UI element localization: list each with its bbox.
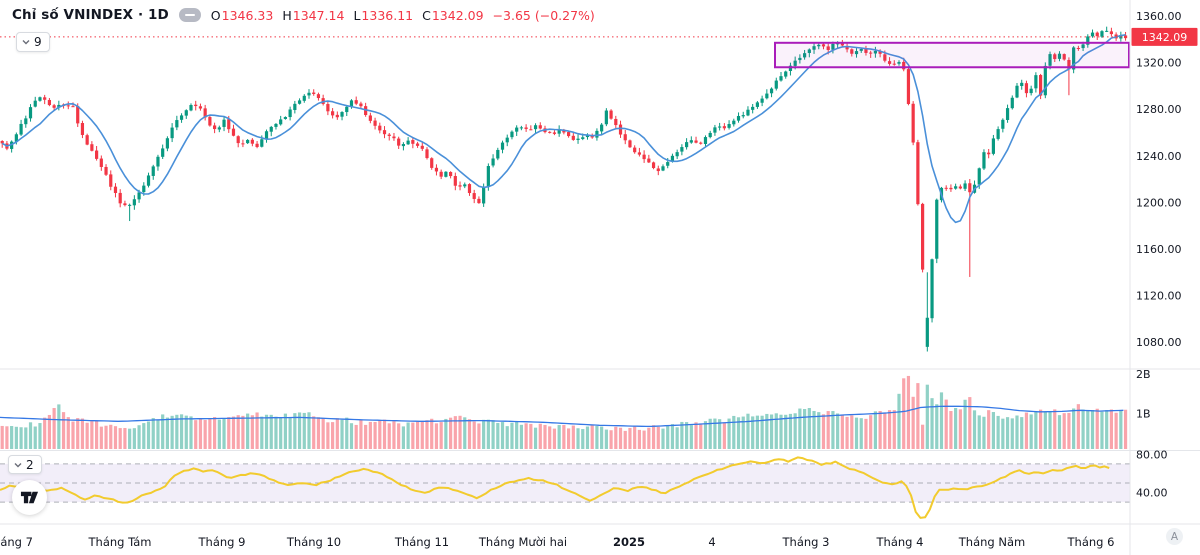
svg-text:Tháng 10: Tháng 10: [286, 535, 341, 549]
chevron-down-icon: [22, 40, 30, 45]
change-value: −3.65 (−0.27%): [492, 7, 595, 23]
close-value: C1342.09: [422, 7, 484, 23]
hide-series-button[interactable]: [178, 8, 201, 22]
svg-text:Tháng 3: Tháng 3: [782, 535, 830, 549]
ma-legend-dropdown[interactable]: 9: [16, 32, 50, 52]
svg-text:1B: 1B: [1136, 408, 1151, 421]
svg-text:Tháng 9: Tháng 9: [198, 535, 246, 549]
svg-text:1280.00: 1280.00: [1136, 103, 1182, 116]
legend-row: Chỉ số VNINDEX · 1D O1346.33 H1347.14 L1…: [12, 7, 595, 23]
symbol-title[interactable]: Chỉ số VNINDEX · 1D: [12, 7, 169, 23]
indicator-legend-dropdown[interactable]: 2: [8, 455, 42, 474]
candles-layer: [0, 26, 1128, 352]
svg-text:1320.00: 1320.00: [1136, 57, 1182, 70]
high-value: H1347.14: [282, 7, 345, 23]
svg-text:Tháng 4: Tháng 4: [876, 535, 924, 549]
open-value: O1346.33: [210, 7, 274, 23]
svg-text:Tháng Mười hai: Tháng Mười hai: [478, 535, 567, 549]
svg-text:1080.00: 1080.00: [1136, 336, 1182, 349]
svg-text:Tháng Tám: Tháng Tám: [88, 535, 152, 549]
last-price-badge: [1131, 27, 1198, 46]
svg-text:Tháng 11: Tháng 11: [394, 535, 449, 549]
svg-text:háng 7: háng 7: [0, 535, 33, 549]
tradingview-logo[interactable]: [12, 480, 47, 515]
ma9-line: [1, 34, 1126, 224]
svg-text:4: 4: [708, 535, 715, 549]
attribution-button[interactable]: A: [1166, 528, 1183, 545]
indicator-count-label: 2: [26, 457, 34, 472]
svg-text:1360.00: 1360.00: [1136, 10, 1182, 23]
rsi-indicator-line: [0, 456, 1110, 519]
svg-text:2025: 2025: [613, 535, 645, 549]
svg-text:1120.00: 1120.00: [1136, 290, 1182, 303]
rsi-axis[interactable]: 80.00 40.00: [1136, 448, 1168, 499]
svg-text:40.00: 40.00: [1136, 487, 1168, 500]
svg-text:Tháng 6: Tháng 6: [1067, 535, 1115, 549]
volume-ma-line: [0, 405, 1124, 428]
time-axis[interactable]: háng 7 Tháng Tám Tháng 9 Tháng 10 Tháng 11 Th…: [0, 535, 1114, 549]
svg-text:1240.00: 1240.00: [1136, 150, 1182, 163]
attribution-letter: A: [1170, 530, 1179, 543]
svg-text:2B: 2B: [1136, 368, 1151, 381]
svg-text:1342.09: 1342.09: [1142, 31, 1188, 44]
ohlc-readout: O1346.33 H1347.14 L1336.11 C1342.09 −3.6…: [211, 8, 595, 23]
chevron-down-icon: [14, 462, 22, 467]
price-axis[interactable]: 1360.00 1320.00 1280.00 1240.00 1200.00 1160.…: [1131, 10, 1198, 349]
rectangle-drawing-annotation[interactable]: [774, 41, 1130, 69]
tradingview-logo-icon: [20, 491, 39, 504]
minus-icon: [184, 14, 195, 16]
rsi-pane: [0, 463, 1130, 503]
svg-text:Tháng Năm: Tháng Năm: [958, 535, 1025, 549]
svg-text:1200.00: 1200.00: [1136, 196, 1182, 209]
low-value: L1336.11: [353, 7, 414, 23]
volume-axis[interactable]: 2B 1B: [1136, 368, 1151, 421]
ma-period-label: 9: [34, 35, 42, 49]
plot-area[interactable]: [0, 26, 1130, 519]
svg-text:1160.00: 1160.00: [1136, 243, 1182, 256]
svg-text:80.00: 80.00: [1136, 448, 1168, 461]
volume-bars-layer: [0, 375, 1128, 449]
